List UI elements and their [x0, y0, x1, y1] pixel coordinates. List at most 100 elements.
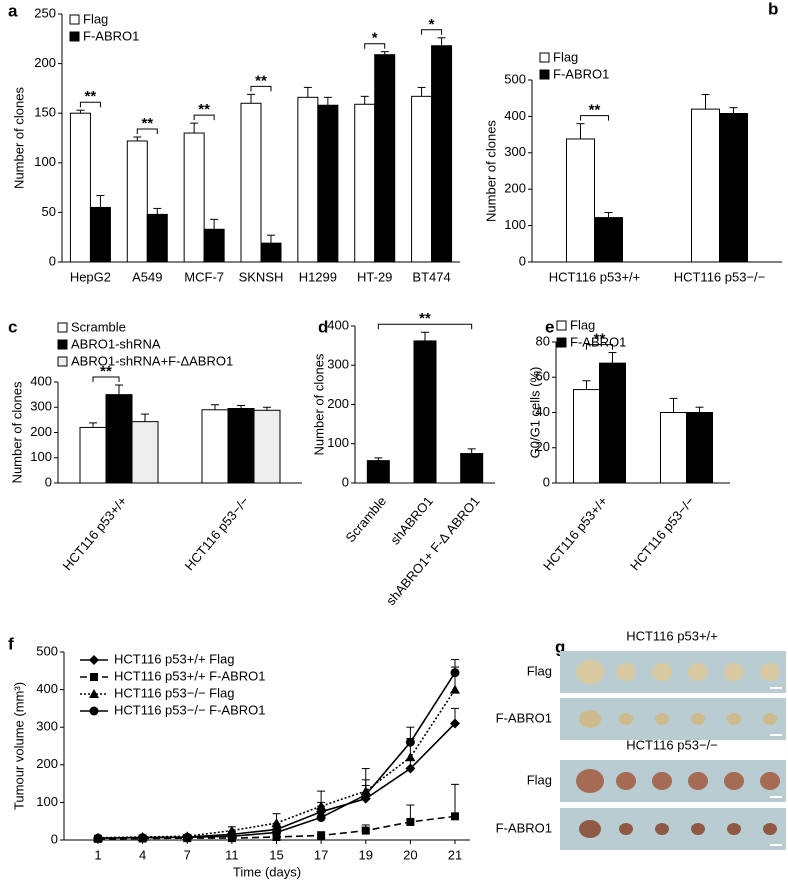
significance-label: ** — [85, 88, 97, 105]
legend-label: Scramble — [71, 319, 126, 334]
photo-row-label: F-ABRO1 — [496, 820, 552, 835]
tumour — [724, 772, 744, 790]
y-axis-label: Number of clones — [483, 120, 498, 222]
tumour — [727, 823, 741, 835]
x-tick-label: shABRO1+ F-Δ ABRO1 — [383, 493, 483, 608]
bar — [354, 103, 376, 263]
y-tick-label: 300 — [30, 399, 52, 414]
panel-letter: b — [768, 0, 778, 18]
marker — [405, 752, 416, 762]
bar — [126, 140, 148, 263]
bar — [374, 54, 396, 263]
x-tick-label: HT-29 — [357, 269, 392, 284]
x-tick-label: H1299 — [299, 269, 337, 284]
marker — [227, 831, 237, 841]
y-tick-label: 0 — [49, 253, 56, 268]
significance-label: * — [372, 30, 378, 47]
marker — [271, 818, 282, 828]
significance-bracket — [136, 128, 158, 135]
y-tick-label: 500 — [36, 643, 58, 658]
tumour — [576, 769, 604, 793]
x-tick-label: HCT116 p53+/+ — [549, 269, 641, 284]
legend-swatch — [556, 320, 567, 331]
x-tick-label: SKNSH — [239, 269, 284, 284]
y-tick-label: 500 — [504, 71, 526, 86]
photo-row-label: Flag — [527, 772, 552, 787]
x-tick-label: HCT116 p53−/− — [674, 269, 766, 284]
significance-label: * — [429, 16, 435, 33]
y-axis-label: G0/G1 cells (%) — [527, 367, 542, 459]
bar — [203, 228, 225, 263]
legend-swatch — [57, 339, 68, 350]
y-tick-label: 0 — [51, 831, 58, 846]
bar — [431, 45, 453, 263]
x-tick-label: A549 — [132, 269, 162, 284]
panel-letter: g — [555, 637, 565, 656]
photo-title: HCT116 p53+/+ — [626, 628, 718, 643]
y-tick-label: 300 — [327, 357, 349, 372]
y-tick-label: 100 — [30, 449, 52, 464]
panel-letter: a — [8, 1, 18, 20]
marker — [451, 812, 459, 821]
legend-swatch — [69, 31, 80, 42]
marker — [89, 655, 99, 665]
x-tick-label: 7 — [184, 847, 191, 862]
bar — [566, 138, 595, 263]
bar — [89, 206, 111, 263]
tumour — [616, 663, 636, 681]
significance-bracket — [586, 344, 613, 350]
significance-label: ** — [141, 115, 153, 132]
x-tick-label: shABRO1 — [387, 493, 436, 547]
panel-letter: e — [545, 317, 554, 336]
bar — [183, 132, 205, 263]
bar — [686, 412, 713, 484]
significance-label: ** — [589, 102, 601, 119]
bar — [201, 409, 229, 484]
legend-label: HCT116 p53+/+ Flag — [114, 651, 234, 666]
bar — [105, 394, 133, 484]
y-tick-label: 200 — [36, 756, 58, 771]
y-tick-label: 400 — [30, 373, 52, 388]
marker — [90, 673, 98, 681]
bar — [131, 421, 159, 484]
y-tick-label: 0 — [519, 253, 526, 268]
legend-swatch — [556, 337, 567, 348]
x-axis-label: Time (days) — [233, 864, 301, 879]
panel-letter: f — [8, 634, 14, 653]
y-tick-label: 300 — [504, 144, 526, 159]
legend-label: Flag — [570, 317, 595, 332]
tumour — [760, 663, 780, 681]
y-tick-label: 250 — [34, 5, 56, 20]
y-tick-label: 20 — [536, 439, 550, 454]
legend-swatch — [539, 69, 550, 80]
y-tick-label: 300 — [36, 719, 58, 734]
significance-bracket — [92, 376, 120, 383]
x-tick-label: MCF-7 — [184, 269, 224, 284]
legend-label: F-ABRO1 — [83, 28, 139, 43]
bar — [594, 217, 623, 263]
x-tick-label: 17 — [314, 847, 328, 862]
bar — [660, 412, 687, 484]
significance-bracket — [364, 43, 386, 49]
bar — [69, 112, 91, 263]
y-tick-label: 100 — [34, 154, 56, 169]
y-axis-label: Number of clones — [311, 353, 326, 455]
x-tick-label: 11 — [225, 847, 239, 862]
bar — [366, 460, 390, 484]
tumour — [763, 713, 777, 725]
bar — [146, 213, 168, 263]
tumour — [619, 713, 633, 725]
marker — [317, 831, 326, 840]
marker — [361, 826, 370, 835]
y-tick-label: 40 — [536, 404, 550, 419]
marker — [182, 832, 192, 842]
bar — [79, 426, 107, 484]
x-tick-label: 4 — [139, 847, 146, 862]
bar — [691, 108, 720, 263]
bar — [719, 112, 748, 263]
y-tick-label: 150 — [34, 105, 56, 120]
significance-label: ** — [255, 72, 267, 89]
x-tick-label: HepG2 — [70, 269, 111, 284]
tumour — [724, 663, 744, 681]
x-tick-label: 15 — [269, 847, 283, 862]
